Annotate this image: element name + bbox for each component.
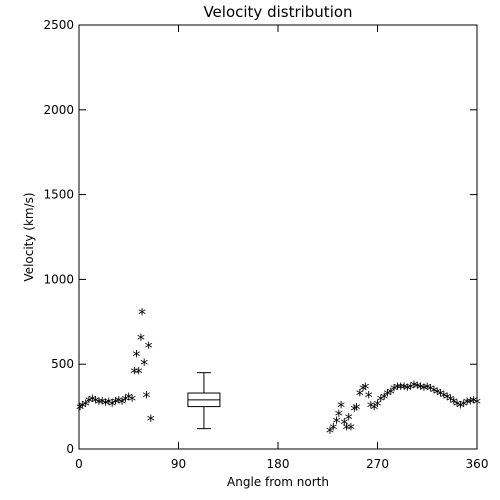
- data-point: *: [336, 398, 346, 417]
- data-point: *: [129, 364, 139, 383]
- velocity-boxplot: [187, 372, 221, 430]
- data-point: *: [358, 381, 368, 400]
- x-tick-label: 180: [267, 457, 290, 471]
- data-point: *: [419, 380, 429, 399]
- y-tick-label: 500: [51, 357, 74, 371]
- data-point: *: [134, 364, 144, 383]
- y-tick-label: 0: [66, 442, 74, 456]
- data-point: *: [121, 391, 131, 410]
- y-axis-label: Velocity (km/s): [22, 192, 36, 281]
- data-point: *: [456, 398, 466, 417]
- x-tick-label: 360: [466, 457, 489, 471]
- chart-title: Velocity distribution: [203, 3, 352, 21]
- data-point: *: [416, 379, 426, 398]
- data-point: *: [117, 394, 127, 413]
- data-point: *: [340, 415, 350, 434]
- data-point: *: [426, 381, 436, 400]
- data-point: *: [412, 378, 422, 397]
- data-point: *: [97, 393, 107, 412]
- y-tick-label: 2000: [43, 103, 74, 117]
- data-point: *: [332, 413, 342, 432]
- data-point: *: [432, 384, 442, 403]
- data-point: *: [361, 379, 371, 398]
- y-tick-label: 1500: [43, 188, 74, 202]
- data-point: *: [349, 401, 359, 420]
- data-point: *: [399, 379, 409, 398]
- data-point: *: [75, 399, 85, 418]
- data-point: *: [136, 330, 146, 349]
- data-point: *: [449, 393, 459, 412]
- data-point: *: [373, 396, 383, 415]
- data-point: *: [124, 389, 134, 408]
- data-point: *: [139, 355, 149, 374]
- data-point: *: [342, 420, 352, 439]
- data-point: *: [81, 396, 91, 415]
- data-point: *: [389, 381, 399, 400]
- data-point: *: [77, 398, 87, 417]
- data-point: *: [344, 409, 354, 428]
- data-point: *: [142, 387, 152, 406]
- data-point: *: [379, 389, 389, 408]
- data-point: *: [334, 406, 344, 425]
- data-point: *: [466, 393, 476, 412]
- x-tick-label: 270: [366, 457, 389, 471]
- data-point: *: [132, 347, 142, 366]
- data-point: *: [436, 386, 446, 405]
- data-point: *: [429, 382, 439, 401]
- data-point: *: [87, 391, 97, 410]
- data-point: *: [439, 387, 449, 406]
- data-point: *: [452, 396, 462, 415]
- data-point: *: [94, 394, 104, 413]
- axis-ticks: 0 90 180 270 360 0 500 1000 1500 2000 2500: [43, 18, 488, 471]
- data-point: *: [376, 391, 386, 410]
- x-tick-label: 0: [75, 457, 83, 471]
- data-point: *: [325, 423, 335, 442]
- x-axis-label: Angle from north: [227, 475, 329, 489]
- data-point: *: [137, 304, 147, 323]
- data-point: *: [366, 398, 376, 417]
- data-point: *: [459, 396, 469, 415]
- data-point: *: [446, 391, 456, 410]
- data-point: *: [393, 379, 403, 398]
- data-point: *: [403, 380, 413, 399]
- data-point: *: [364, 387, 374, 406]
- data-point: *: [469, 393, 479, 412]
- data-point: *: [84, 393, 94, 412]
- data-point: *: [386, 384, 396, 403]
- data-point: *: [352, 399, 362, 418]
- data-point: *: [462, 394, 472, 413]
- data-point: *: [114, 393, 124, 412]
- data-point: *: [422, 379, 432, 398]
- data-point: *: [396, 379, 406, 398]
- y-tick-label: 1000: [43, 272, 74, 286]
- data-point: *: [355, 386, 365, 405]
- data-point: *: [127, 391, 137, 410]
- data-point: *: [346, 420, 356, 439]
- data-point: *: [104, 394, 114, 413]
- data-point: *: [472, 394, 482, 413]
- data-point: *: [442, 389, 452, 408]
- data-point: *: [409, 377, 419, 396]
- data-points: ****************************************…: [75, 304, 482, 442]
- data-point: *: [328, 420, 338, 439]
- data-point: *: [101, 395, 111, 414]
- data-point: *: [383, 386, 393, 405]
- data-point: *: [406, 379, 416, 398]
- x-tick-label: 90: [171, 457, 186, 471]
- data-point: *: [107, 396, 117, 415]
- data-point: *: [144, 338, 154, 357]
- data-point: *: [91, 393, 101, 412]
- data-point: *: [146, 411, 156, 430]
- y-tick-label: 2500: [43, 18, 74, 32]
- data-point: *: [111, 393, 121, 412]
- data-point: *: [369, 399, 379, 418]
